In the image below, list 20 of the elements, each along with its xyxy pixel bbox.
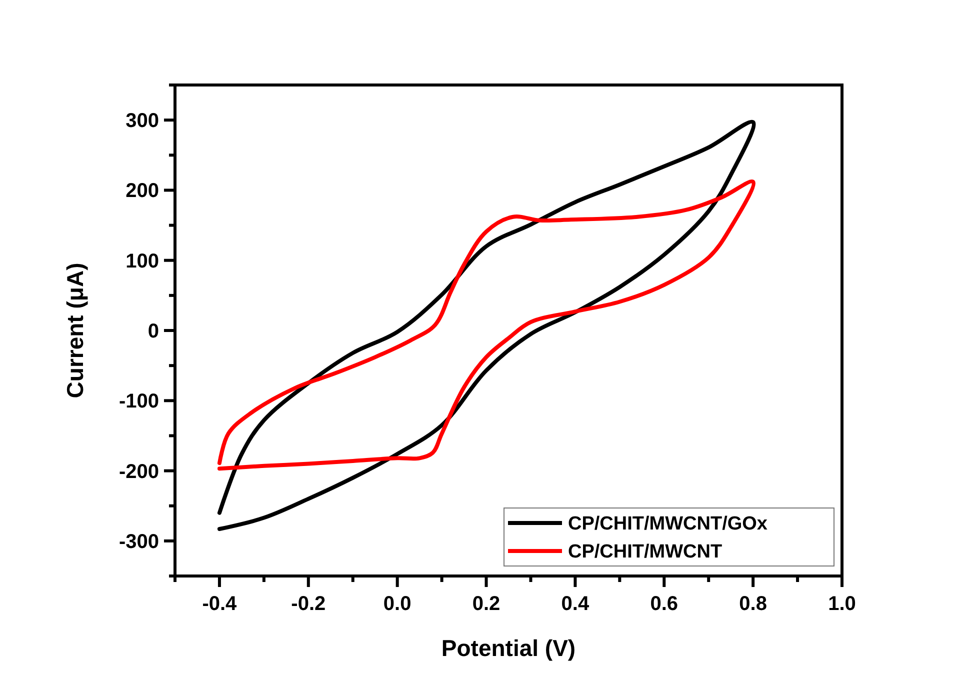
x-tick-label: 0.0 <box>383 593 412 615</box>
x-tick-label: 0.2 <box>472 593 500 615</box>
x-tick-label: -0.4 <box>202 593 238 615</box>
y-tick-label: 200 <box>126 180 159 202</box>
y-tick-label: -200 <box>118 460 159 483</box>
y-axis-title: Current (μA) <box>62 262 88 398</box>
x-tick-label: 0.8 <box>739 593 767 615</box>
x-tick-label: 0.6 <box>650 593 678 615</box>
x-axis-title: Potential (V) <box>441 635 576 661</box>
y-tick-label: -300 <box>118 530 159 553</box>
line-series <box>217 180 756 471</box>
y-tick-label: 300 <box>126 110 159 132</box>
x-tick-label: 1.0 <box>828 593 856 615</box>
y-tick-label: 100 <box>126 250 159 272</box>
y-tick-label: -100 <box>118 390 159 413</box>
legend-label: CP/CHIT/MWCNT/GOx <box>568 514 768 535</box>
legend-label: CP/CHIT/MWCNT <box>568 542 722 563</box>
x-tick-label: 0.4 <box>561 593 590 615</box>
y-tick-label: 0 <box>148 320 159 342</box>
x-tick-label: -0.2 <box>291 593 326 615</box>
